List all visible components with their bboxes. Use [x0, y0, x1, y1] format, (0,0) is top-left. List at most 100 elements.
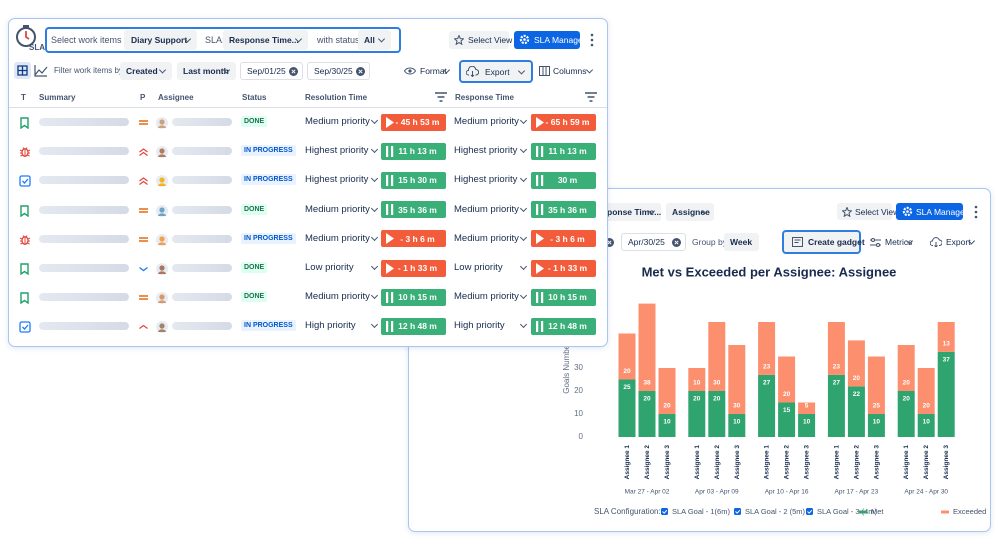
- export-button[interactable]: Export: [926, 233, 981, 251]
- date-text: Apr/30/25: [628, 237, 665, 247]
- field-dropdown[interactable]: Created: [120, 62, 172, 80]
- priority-chevron: [520, 235, 528, 243]
- value-label: 10: [733, 419, 741, 426]
- group-field-dropdown[interactable]: Assignee: [666, 203, 714, 221]
- play-icon[interactable]: [385, 116, 395, 128]
- type-icon: [19, 145, 31, 163]
- star-icon: [842, 207, 852, 217]
- timer-text: - 45 h 53 m: [395, 117, 440, 127]
- timer-text: 11 h 13 m: [548, 146, 587, 157]
- timer-text: 11 h 13 m: [398, 146, 437, 157]
- timer-chip: 11 h 13 m: [531, 142, 596, 160]
- play-icon[interactable]: [385, 262, 395, 274]
- priority-chevron: [371, 206, 379, 214]
- value-label: 23: [763, 364, 771, 371]
- summary-placeholder: [39, 322, 129, 331]
- sla-manager-text: SLA Manager: [916, 206, 968, 217]
- value-label: 37: [943, 357, 951, 364]
- logo-text: SLA: [29, 43, 45, 52]
- timer-text: - 1 h 33 m: [397, 263, 438, 273]
- assignee-placeholder: [172, 147, 232, 156]
- x-tick-label: Assignee 2: [644, 445, 651, 480]
- filter-label: Filter work items by:: [54, 66, 126, 75]
- period-dropdown[interactable]: Last month: [177, 62, 236, 80]
- value-label: 20: [663, 403, 671, 410]
- status-chip: IN PROGRESS: [241, 145, 296, 157]
- bar-segment: [758, 374, 776, 437]
- timer-chip: 12 h 48 m: [531, 317, 596, 335]
- type-icon: [19, 262, 31, 280]
- priority-chevron: [520, 293, 528, 301]
- filter-icon[interactable]: [585, 92, 597, 102]
- filter-icon[interactable]: [435, 92, 447, 102]
- group-by-dropdown[interactable]: Week: [724, 233, 759, 251]
- pause-icon[interactable]: [385, 204, 395, 216]
- bar-segment: [618, 333, 636, 380]
- pause-icon[interactable]: [535, 320, 545, 332]
- bar-segment: [758, 322, 776, 375]
- value-label: 15: [783, 407, 791, 414]
- select-view-button[interactable]: Select View: [837, 203, 899, 220]
- priority-chevron: [371, 118, 379, 126]
- from-field[interactable]: Sep/01/25: [240, 62, 303, 80]
- select-view-button[interactable]: Select View: [449, 31, 512, 49]
- status-chip: DONE: [241, 116, 268, 127]
- timer-text: 30 m: [557, 175, 578, 186]
- priority-chevron: [520, 206, 528, 214]
- avatar: [156, 116, 168, 134]
- play-icon[interactable]: [385, 233, 395, 245]
- sla-dropdown[interactable]: ponse Time...: [601, 203, 661, 221]
- avatar: [156, 262, 168, 280]
- x-tick-label: Assignee 3: [804, 445, 811, 480]
- timer-text: - 3 h 6 m: [400, 233, 435, 244]
- clear-icon[interactable]: [356, 67, 365, 76]
- resolution-priority: Medium priority: [305, 232, 370, 244]
- play-icon[interactable]: [535, 233, 545, 245]
- pause-icon[interactable]: [385, 174, 395, 186]
- priority-chevron: [371, 264, 379, 272]
- view-switch[interactable]: [14, 62, 50, 80]
- play-icon[interactable]: [535, 262, 545, 274]
- clear-icon[interactable]: [672, 238, 681, 247]
- avatar: [156, 320, 168, 338]
- pause-icon[interactable]: [535, 204, 545, 216]
- format-button[interactable]: Format: [399, 62, 456, 80]
- pause-icon[interactable]: [535, 145, 545, 157]
- export-button[interactable]: Export: [459, 60, 533, 83]
- bar-segment: [708, 391, 726, 437]
- timer-text: 10 h 15 m: [398, 292, 437, 303]
- sla-manager-button[interactable]: SLA Manager: [896, 203, 968, 220]
- type-icon: [19, 233, 31, 251]
- group-label: Apr 03 - Apr 09: [695, 489, 739, 496]
- response-priority: Medium priority: [454, 203, 519, 215]
- to-field[interactable]: Sep/30/25: [307, 62, 370, 80]
- pause-icon[interactable]: [385, 291, 395, 303]
- sla-dropdown[interactable]: Response Time...: [223, 30, 308, 50]
- sla-manager-button[interactable]: SLA Manager: [514, 31, 586, 49]
- date-field[interactable]: Apr/30/25: [621, 233, 686, 251]
- avatar: [156, 204, 168, 222]
- select-dropdown[interactable]: Diary Support: [124, 30, 197, 50]
- type-icon: [19, 291, 31, 309]
- x-tick-label: Assignee 2: [714, 445, 721, 480]
- bar-segment: [638, 391, 656, 437]
- pause-icon[interactable]: [535, 174, 545, 186]
- y-tick-label: 10: [574, 409, 583, 418]
- legend-checkbox: [661, 508, 668, 515]
- pause-icon[interactable]: [385, 145, 395, 157]
- clear-icon[interactable]: [289, 67, 298, 76]
- kebab-icon[interactable]: [589, 32, 595, 48]
- resolution-priority: Highest priority: [305, 145, 369, 157]
- kebab-icon[interactable]: [973, 204, 979, 220]
- timer-chip: - 65 h 59 m: [531, 113, 596, 131]
- type-icon: [19, 204, 31, 222]
- value-label: 5: [805, 403, 809, 410]
- play-icon[interactable]: [535, 116, 545, 128]
- assignee-placeholder: [172, 264, 232, 272]
- status-dropdown[interactable]: All: [358, 30, 391, 50]
- columns-button[interactable]: Columns: [535, 62, 599, 80]
- pause-icon[interactable]: [535, 291, 545, 303]
- summary-placeholder: [39, 176, 129, 185]
- pause-icon[interactable]: [385, 320, 395, 332]
